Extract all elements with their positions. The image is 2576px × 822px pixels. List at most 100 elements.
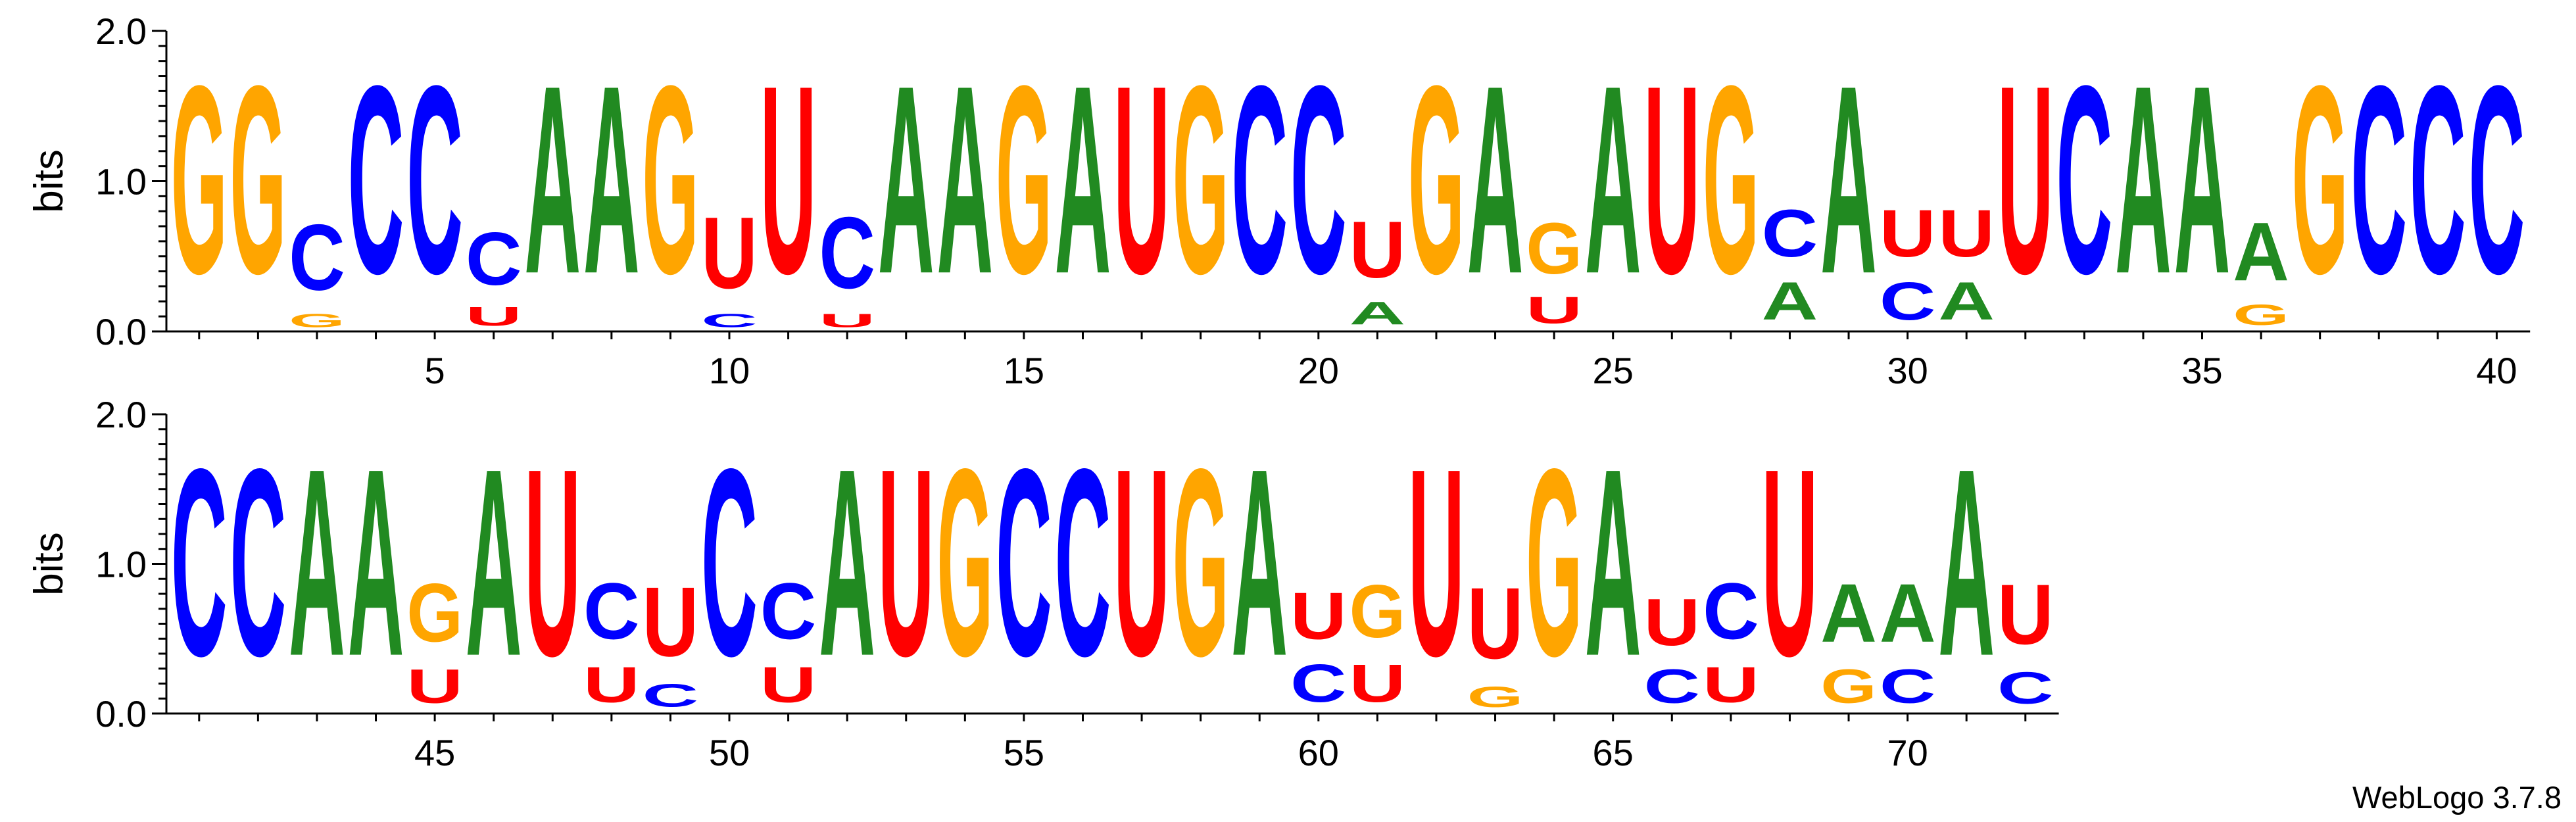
- logo-letter-C: C: [2056, 30, 2113, 329]
- logo-letter-C: C: [701, 414, 758, 712]
- x-tick-label: 20: [1298, 350, 1339, 391]
- logo-letter-C: C: [1880, 660, 1936, 713]
- y-tick-label: 0.0: [95, 311, 147, 352]
- logo-letter-A: A: [1231, 414, 1288, 712]
- logo-letter-U: U: [819, 310, 875, 331]
- x-tick-label: 40: [2476, 350, 2517, 391]
- logo-letter-U: U: [583, 657, 640, 713]
- logo-letter-A: A: [1349, 295, 1406, 331]
- logo-letter-U: U: [1997, 30, 2054, 329]
- logo-letter-U: U: [643, 566, 699, 677]
- logo-letter-U: U: [1762, 414, 1818, 712]
- logo-letter-U: U: [1349, 205, 1406, 295]
- x-tick-label: 35: [2181, 350, 2222, 391]
- logo-letter-A: A: [878, 30, 935, 329]
- x-tick-label: 10: [709, 350, 750, 391]
- logo-letter-A: A: [583, 30, 640, 329]
- logo-letter-U: U: [1644, 585, 1701, 660]
- logo-letter-A: A: [1820, 566, 1877, 659]
- logo-letter-A: A: [466, 414, 522, 712]
- logo-letter-G: G: [1173, 30, 1229, 330]
- x-tick-label: 55: [1004, 732, 1044, 773]
- y-tick-label: 0.0: [95, 693, 147, 735]
- logo-letter-U: U: [760, 657, 817, 713]
- logo-letter-C: C: [1644, 660, 1701, 713]
- logo-letter-G: G: [2233, 299, 2289, 331]
- logo-letter-A: A: [1585, 30, 1641, 329]
- logo-letter-C: C: [230, 414, 287, 712]
- logo-letter-C: C: [643, 678, 699, 713]
- logo-letter-A: A: [1938, 271, 1995, 331]
- logo-letter-U: U: [1113, 30, 1170, 329]
- logo-letter-C: C: [1055, 414, 1111, 712]
- logo-letter-G: G: [1349, 569, 1406, 653]
- logo-letter-G: G: [171, 30, 228, 330]
- logo-letter-U: U: [1113, 414, 1170, 712]
- logo-letter-A: A: [1820, 30, 1877, 329]
- x-tick-label: 60: [1298, 732, 1339, 773]
- logo-letter-U: U: [878, 414, 935, 712]
- logo-letter-A: A: [1938, 414, 1995, 712]
- logo-letter-A: A: [524, 30, 581, 329]
- logo-letter-U: U: [1997, 567, 2054, 662]
- logo-letter-G: G: [230, 30, 287, 330]
- logo-letter-G: G: [2292, 30, 2348, 330]
- logo-letter-C: C: [348, 30, 404, 329]
- logo-letter-C: C: [171, 414, 228, 712]
- y-tick-label: 1.0: [95, 161, 147, 203]
- logo-letter-G: G: [996, 30, 1052, 330]
- logo-letter-G: G: [643, 30, 699, 330]
- logo-letter-A: A: [1585, 414, 1641, 712]
- logo-letter-C: C: [1762, 197, 1818, 271]
- x-tick-label: 50: [709, 732, 750, 773]
- y-tick-label: 2.0: [95, 11, 147, 52]
- logo-letter-A: A: [1880, 566, 1936, 659]
- logo-letter-A: A: [348, 414, 404, 712]
- x-tick-label: 65: [1593, 732, 1634, 773]
- logo-letter-A: A: [2233, 205, 2289, 297]
- logo-letter-U: U: [1526, 289, 1582, 331]
- logo-letter-G: G: [937, 414, 994, 712]
- logo-letter-U: U: [1703, 657, 1759, 713]
- logo-letter-G: G: [1526, 208, 1582, 289]
- logo-letter-G: G: [1173, 414, 1229, 712]
- logo-letter-A: A: [2174, 30, 2231, 329]
- logo-letter-U: U: [1408, 414, 1465, 712]
- logo-letter-A: A: [2115, 30, 2172, 329]
- logo-letter-U: U: [760, 30, 817, 329]
- y-tick-label: 2.0: [95, 394, 147, 435]
- logo-letter-C: C: [760, 567, 817, 656]
- logo-letter-C: C: [289, 205, 345, 310]
- logo-letter-C: C: [819, 197, 875, 310]
- logo-letter-C: C: [2410, 30, 2466, 329]
- logo-letter-G: G: [1408, 30, 1465, 330]
- logo-letter-A: A: [289, 414, 345, 712]
- logo-letter-C: C: [1703, 567, 1759, 656]
- logo-letter-A: A: [1055, 30, 1111, 329]
- logo-letter-G: G: [1820, 659, 1877, 713]
- logo-letter-C: C: [1880, 271, 1936, 331]
- y-axis-label: bits: [26, 532, 72, 595]
- logo-letter-A: A: [937, 30, 994, 329]
- logo-letter-A: A: [1762, 271, 1818, 331]
- x-tick-label: 70: [1887, 732, 1928, 773]
- weblogo-credit: WebLogo 3.7.8: [2352, 780, 2562, 815]
- logo-letter-G: G: [1467, 681, 1524, 713]
- logo-letter-A: A: [819, 414, 875, 712]
- logo-letter-U: U: [1349, 654, 1406, 713]
- logo-letter-G: G: [406, 567, 463, 660]
- logo-letter-C: C: [1231, 30, 1288, 329]
- logo-letter-G: G: [1526, 414, 1582, 712]
- logo-letter-U: U: [1938, 197, 1995, 271]
- logo-letter-C: C: [701, 310, 758, 331]
- logo-letter-U: U: [524, 414, 581, 712]
- logo-letter-U: U: [701, 197, 758, 310]
- logo-letter-G: G: [289, 310, 345, 331]
- logo-letter-U: U: [406, 660, 463, 713]
- logo-letter-U: U: [1467, 567, 1524, 681]
- logo-letter-C: C: [1290, 30, 1347, 329]
- x-tick-label: 25: [1593, 350, 1634, 391]
